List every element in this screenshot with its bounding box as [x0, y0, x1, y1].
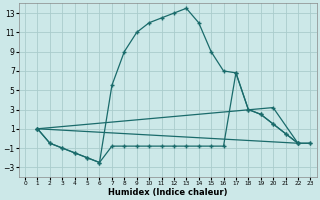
X-axis label: Humidex (Indice chaleur): Humidex (Indice chaleur) — [108, 188, 228, 197]
